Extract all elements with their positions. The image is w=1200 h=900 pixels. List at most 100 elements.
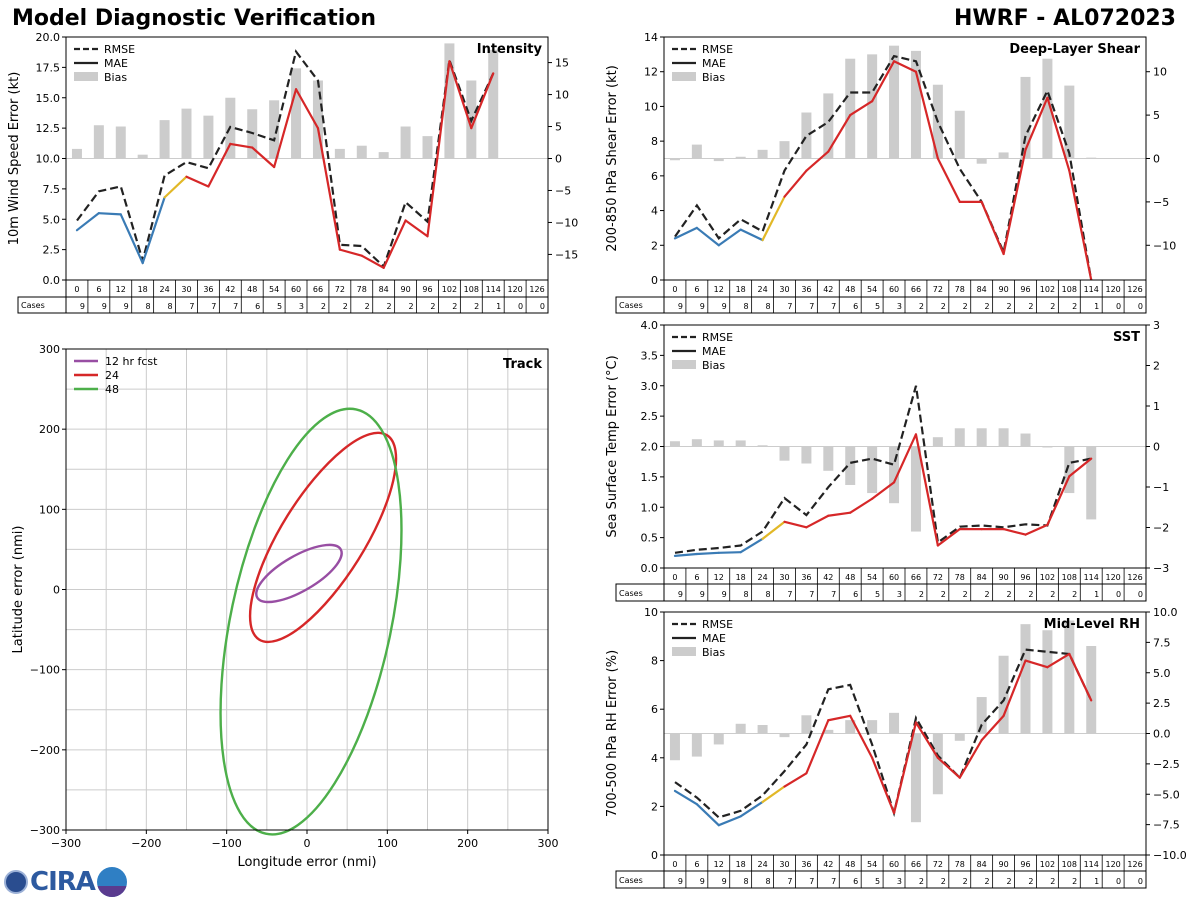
bias-bar xyxy=(71,148,82,159)
lead-time-label: 42 xyxy=(823,860,833,869)
y-tick-label: 7.5 xyxy=(43,183,61,196)
y-tick-label: 0 xyxy=(651,849,658,862)
y2-tick-label: −5 xyxy=(1153,196,1169,209)
y2-tick-label: 10 xyxy=(555,89,569,102)
y2-tick-label: −5.0 xyxy=(1153,788,1180,801)
lead-time-label: 12 xyxy=(714,860,724,869)
rmse-line xyxy=(674,54,1093,281)
x-tick-label: −300 xyxy=(51,837,81,850)
bias-bar xyxy=(867,446,878,494)
mae-segment xyxy=(980,200,1005,256)
bias-bar xyxy=(115,126,126,159)
case-count: 9 xyxy=(722,590,727,599)
y2-tick-label: −3 xyxy=(1153,562,1169,575)
page-title: Model Diagnostic Verification xyxy=(12,6,377,31)
case-count: 7 xyxy=(787,877,792,886)
lead-time-label: 12 xyxy=(714,573,724,582)
y-tick-label: 2.5 xyxy=(641,410,659,423)
lead-time-label: 126 xyxy=(529,285,544,294)
case-count: 2 xyxy=(919,590,924,599)
mae-segment xyxy=(892,60,918,73)
mae-segment xyxy=(739,537,764,554)
mae-segment xyxy=(805,150,830,172)
mae-segment xyxy=(119,213,144,265)
y-axis-label: 700-500 hPa RH Error (%) xyxy=(605,650,620,817)
lead-time-label: 120 xyxy=(1105,860,1120,869)
cases-label: Cases xyxy=(21,301,45,310)
lead-time-label: 120 xyxy=(1105,573,1120,582)
case-count: 2 xyxy=(919,302,924,311)
lead-time-label: 78 xyxy=(955,860,965,869)
mae-segment xyxy=(673,226,698,240)
lead-time-label: 60 xyxy=(889,285,899,294)
bias-bar xyxy=(889,45,900,159)
case-count: 2 xyxy=(1072,877,1077,886)
panel-title: Deep-Layer Shear xyxy=(1009,42,1140,57)
lead-time-label: 30 xyxy=(181,285,191,294)
legend-mae-label: MAE xyxy=(702,57,726,70)
mae-segment xyxy=(761,520,786,540)
y-tick-label: 2 xyxy=(651,800,658,813)
y-tick-label: −200 xyxy=(30,744,60,757)
bias-bar xyxy=(823,93,834,159)
case-count: 9 xyxy=(700,590,705,599)
bias-bar xyxy=(181,108,192,159)
case-count: 2 xyxy=(474,302,479,311)
cira-logo-icon xyxy=(4,870,28,894)
bias-bar xyxy=(757,149,768,159)
bias-bar xyxy=(954,733,965,741)
mae-segment xyxy=(294,88,320,130)
bias-bar xyxy=(845,58,856,159)
bias-bar xyxy=(137,154,148,159)
case-count: 6 xyxy=(853,877,858,886)
case-count: 2 xyxy=(1050,877,1055,886)
lead-time-label: 126 xyxy=(1127,573,1142,582)
lead-time-label: 42 xyxy=(225,285,235,294)
mae-segment xyxy=(914,70,939,160)
lead-time-label: 96 xyxy=(1020,573,1030,582)
y-tick-label: 0 xyxy=(53,584,60,597)
bias-bar xyxy=(998,428,1009,447)
bias-bar xyxy=(444,43,455,159)
panel-title: Intensity xyxy=(477,42,543,57)
bias-bar xyxy=(779,446,790,461)
case-count: 2 xyxy=(321,302,326,311)
case-count: 9 xyxy=(700,302,705,311)
mae-segment xyxy=(914,721,939,759)
case-count: 3 xyxy=(897,590,902,599)
y-tick-label: 5.0 xyxy=(43,213,61,226)
lead-time-label: 54 xyxy=(867,285,877,294)
lead-time-label: 108 xyxy=(464,285,479,294)
y-tick-label: 1.0 xyxy=(641,501,659,514)
y2-tick-label: −10 xyxy=(555,216,578,229)
bias-bar xyxy=(713,733,724,745)
case-count: 1 xyxy=(496,302,501,311)
bias-bar xyxy=(1042,446,1053,448)
case-count: 8 xyxy=(744,590,749,599)
mae-segment xyxy=(426,60,451,238)
case-count: 5 xyxy=(277,302,282,311)
y-tick-label: 4 xyxy=(651,205,658,218)
case-count: 2 xyxy=(963,590,968,599)
y2-tick-label: −10.0 xyxy=(1153,849,1187,862)
lead-time-label: 30 xyxy=(779,285,789,294)
mae-segment xyxy=(936,157,961,203)
rmse-line xyxy=(76,49,495,269)
bias-bar xyxy=(998,655,1009,734)
mae-segment xyxy=(849,100,874,117)
mae-segment xyxy=(827,511,852,517)
y-tick-label: 1.5 xyxy=(641,471,659,484)
mae-segment xyxy=(673,789,698,806)
lead-time-label: 90 xyxy=(998,860,1008,869)
lead-time-label: 60 xyxy=(889,573,899,582)
case-count: 8 xyxy=(765,877,770,886)
bias-bar xyxy=(400,126,411,159)
lead-time-label: 24 xyxy=(159,285,169,294)
lead-time-label: 108 xyxy=(1062,573,1077,582)
lead-time-label: 84 xyxy=(379,285,389,294)
mae-segment xyxy=(470,72,495,130)
case-count: 7 xyxy=(809,590,814,599)
mae-segment xyxy=(1068,457,1093,478)
case-count: 2 xyxy=(1050,590,1055,599)
